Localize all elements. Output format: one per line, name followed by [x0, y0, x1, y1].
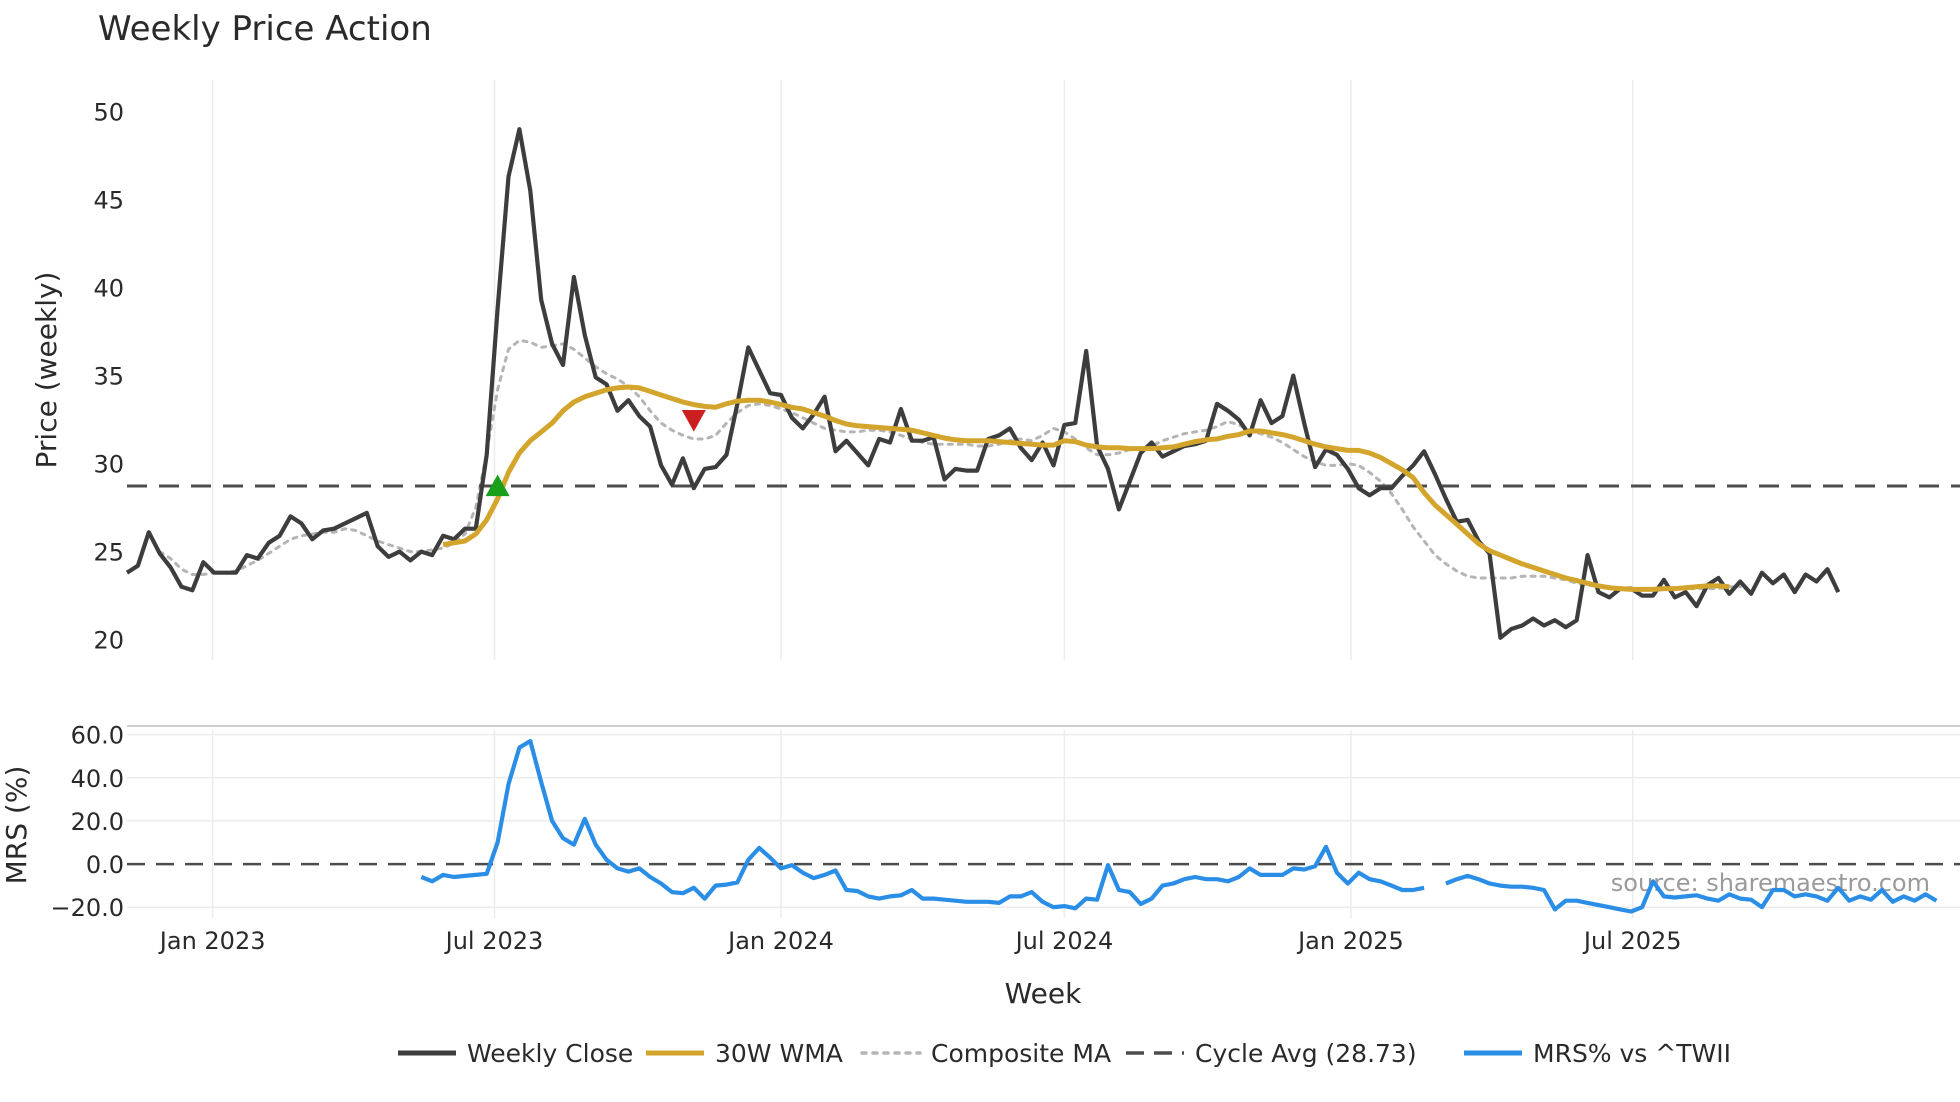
x-tick-label: Jan 2025	[1296, 927, 1404, 955]
price-gridlines	[211, 80, 1634, 660]
sell-signal-marker	[681, 410, 706, 432]
price-y-axis-title: Price (weekly)	[30, 272, 63, 469]
price-y-tick-label: 40	[93, 275, 124, 303]
x-axis-ticks: Jan 2023 Jul 2023 Jan 2024 Jul 2024 Jan 2025…	[158, 927, 1682, 955]
x-tick-label: Jul 2024	[1014, 927, 1114, 955]
legend-label: 30W WMA	[715, 1039, 843, 1068]
mrs-y-ticks: −20.0 0.0 20.0 40.0 60.0	[50, 722, 124, 923]
price-y-tick-label: 25	[93, 539, 124, 567]
price-y-tick-label: 20	[93, 627, 124, 655]
mrs-y-tick-label: 0.0	[86, 851, 124, 879]
mrs-series	[420, 739, 1938, 914]
series-composite-ma	[158, 338, 1742, 591]
chart-title: Weekly Price Action	[98, 9, 432, 49]
signal-markers	[485, 410, 706, 497]
x-tick-label: Jul 2025	[1582, 927, 1682, 955]
price-y-tick-label: 35	[93, 363, 124, 391]
mrs-y-tick-label: −20.0	[50, 894, 124, 922]
mrs-y-axis-title: MRS (%)	[0, 766, 33, 885]
price-y-ticks: 20 25 30 35 40 45 50	[93, 99, 124, 655]
series-weekly-close	[125, 127, 1841, 640]
price-y-tick-label: 30	[93, 451, 124, 479]
mrs-y-tick-label: 20.0	[71, 808, 124, 836]
legend-label: Cycle Avg (28.73)	[1195, 1039, 1417, 1068]
x-tick-label: Jul 2023	[444, 927, 544, 955]
legend-label: MRS% vs ^TWII	[1533, 1039, 1731, 1068]
legend-label: Weekly Close	[467, 1039, 633, 1068]
buy-signal-marker	[485, 474, 510, 497]
series-30w-wma	[442, 384, 1730, 592]
legend-label: Composite MA	[931, 1039, 1111, 1068]
legend: Weekly Close 30W WMA Composite MA Cycle Avg…	[398, 1039, 1731, 1068]
x-tick-label: Jan 2024	[726, 927, 834, 955]
price-series	[125, 127, 1960, 640]
x-axis-title: Week	[1005, 977, 1082, 1010]
mrs-y-tick-label: 60.0	[71, 722, 124, 750]
x-tick-label: Jan 2023	[158, 927, 266, 955]
mrs-y-tick-label: 40.0	[71, 765, 124, 793]
mrs-gridlines	[127, 730, 1960, 918]
price-y-tick-label: 50	[93, 99, 124, 127]
price-y-tick-label: 45	[93, 187, 124, 215]
series-mrs-vs-twii	[420, 739, 1938, 914]
